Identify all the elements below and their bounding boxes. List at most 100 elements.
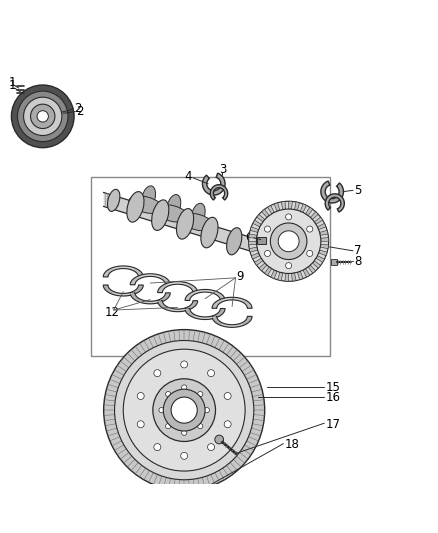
Polygon shape [306, 207, 313, 215]
Text: 15: 15 [325, 381, 340, 394]
Polygon shape [321, 238, 328, 241]
Circle shape [198, 392, 203, 397]
Polygon shape [268, 205, 274, 214]
Polygon shape [294, 202, 300, 211]
Ellipse shape [155, 205, 189, 222]
Text: 16: 16 [325, 391, 341, 405]
Polygon shape [321, 181, 343, 203]
Ellipse shape [107, 189, 120, 212]
Text: 2: 2 [74, 102, 82, 116]
Polygon shape [289, 201, 292, 209]
Circle shape [171, 397, 197, 423]
Polygon shape [212, 297, 252, 308]
Polygon shape [320, 230, 328, 236]
Circle shape [208, 443, 215, 450]
Polygon shape [251, 253, 260, 259]
Ellipse shape [141, 186, 155, 209]
Circle shape [115, 341, 254, 480]
Polygon shape [250, 227, 258, 232]
Ellipse shape [180, 213, 214, 231]
Circle shape [24, 97, 62, 135]
Circle shape [181, 361, 187, 368]
Text: 2: 2 [76, 105, 84, 118]
Polygon shape [103, 266, 143, 277]
Circle shape [181, 453, 187, 459]
Ellipse shape [226, 228, 242, 255]
Polygon shape [325, 194, 344, 212]
Ellipse shape [177, 208, 194, 239]
Polygon shape [274, 203, 280, 211]
Polygon shape [185, 289, 225, 301]
Bar [257, 237, 266, 244]
Polygon shape [103, 285, 143, 296]
Polygon shape [130, 293, 170, 304]
Polygon shape [271, 270, 277, 279]
Ellipse shape [129, 196, 163, 214]
Circle shape [215, 435, 223, 444]
Polygon shape [311, 212, 318, 220]
Ellipse shape [127, 191, 144, 222]
Circle shape [182, 430, 187, 435]
Polygon shape [281, 201, 286, 209]
Circle shape [278, 231, 299, 252]
Polygon shape [318, 223, 326, 230]
Polygon shape [104, 192, 250, 251]
Polygon shape [285, 273, 289, 281]
Polygon shape [314, 217, 323, 224]
Polygon shape [292, 273, 296, 281]
Circle shape [286, 263, 292, 269]
Polygon shape [297, 271, 303, 280]
Circle shape [265, 251, 271, 256]
Bar [331, 259, 336, 265]
Polygon shape [158, 301, 198, 312]
Ellipse shape [152, 200, 169, 230]
Text: 17: 17 [325, 417, 341, 431]
Polygon shape [130, 274, 170, 285]
Text: 9: 9 [237, 270, 244, 284]
Polygon shape [253, 220, 261, 227]
Polygon shape [202, 173, 225, 195]
Polygon shape [249, 241, 257, 245]
Circle shape [307, 226, 313, 232]
Circle shape [154, 370, 161, 377]
Circle shape [153, 379, 215, 441]
Polygon shape [185, 309, 225, 319]
Circle shape [208, 370, 215, 377]
Polygon shape [158, 281, 198, 293]
Circle shape [270, 223, 307, 260]
Ellipse shape [201, 217, 218, 248]
Circle shape [265, 226, 271, 232]
Polygon shape [316, 256, 325, 262]
Circle shape [249, 201, 328, 281]
Polygon shape [312, 261, 321, 268]
Circle shape [137, 421, 144, 427]
Text: 3: 3 [219, 163, 226, 175]
Text: 1: 1 [8, 76, 16, 90]
Circle shape [166, 392, 171, 397]
Text: 4: 4 [184, 171, 192, 183]
Circle shape [198, 424, 203, 429]
Bar [91, 177, 330, 356]
Circle shape [224, 421, 231, 427]
Polygon shape [265, 267, 272, 276]
Circle shape [11, 85, 74, 148]
Circle shape [18, 91, 68, 142]
Polygon shape [303, 269, 310, 277]
Circle shape [182, 385, 187, 390]
Text: 1: 1 [8, 78, 16, 92]
Circle shape [37, 111, 48, 122]
Circle shape [31, 104, 55, 128]
Circle shape [307, 251, 313, 256]
Polygon shape [319, 250, 327, 256]
Polygon shape [278, 272, 283, 280]
Ellipse shape [167, 195, 181, 219]
Text: 6: 6 [245, 231, 253, 244]
Text: 12: 12 [105, 306, 120, 319]
Polygon shape [257, 214, 265, 222]
Circle shape [154, 443, 161, 450]
Circle shape [204, 408, 209, 413]
Polygon shape [300, 204, 307, 213]
Polygon shape [308, 265, 316, 273]
Polygon shape [249, 234, 257, 238]
Polygon shape [212, 317, 252, 327]
